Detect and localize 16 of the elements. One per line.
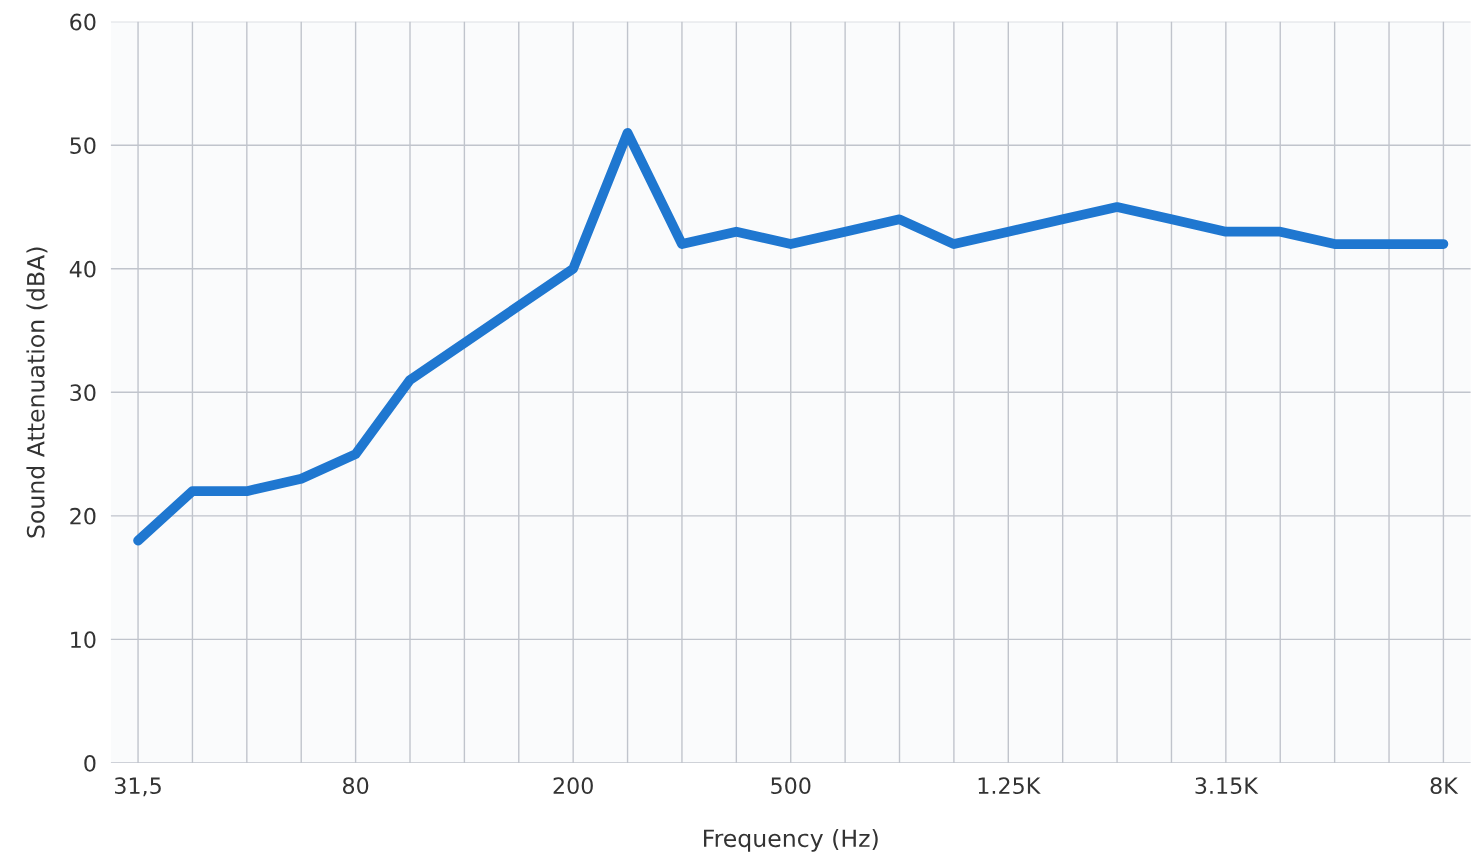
y-tick-label: 10: [71, 631, 96, 649]
x-tick-label: 1.25K: [978, 777, 1041, 795]
x-tick-label: 31,5: [115, 777, 161, 797]
y-tick-label: 20: [70, 507, 96, 525]
y-tick-label: 60: [70, 13, 96, 31]
y-tick-label: 40: [69, 260, 96, 278]
x-axis-title: Frequency (Hz): [704, 828, 878, 852]
x-tick-label: 3.15K: [1195, 777, 1259, 795]
y-tick-label: 0: [84, 754, 96, 772]
x-tick-label: 500: [771, 777, 811, 795]
y-axis-title: Sound Attenuation (dBA): [26, 247, 48, 538]
y-tick-label: 50: [70, 137, 96, 154]
x-tick-label: 80: [342, 777, 369, 795]
x-tick-label: 200: [553, 777, 593, 795]
x-tick-label: 8K: [1430, 777, 1459, 795]
y-tick-label: 30: [70, 384, 96, 402]
